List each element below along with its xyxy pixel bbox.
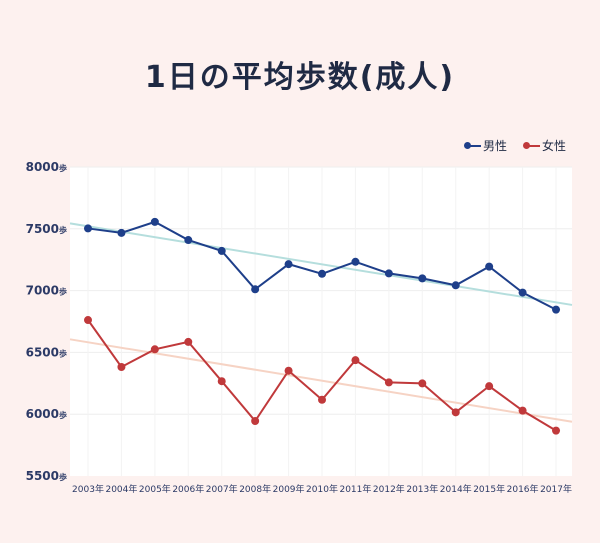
x-axis: 2003年 2004年 2005年 2006年 2007年 2008年 2009年 2010年… [72,483,572,495]
plot-area [70,167,572,476]
data-point [150,217,159,226]
x-tick-label: 2015年 [473,483,505,495]
data-point [117,362,126,371]
data-point [518,288,527,297]
data-point [384,269,393,278]
data-point [384,378,393,387]
x-tick-label: 2016年 [507,483,539,495]
data-point [451,281,460,290]
data-point [117,228,126,237]
x-tick-label: 2006年 [172,483,204,495]
legend-item-male: 男性 [462,137,507,154]
data-point [217,246,226,255]
data-point [84,316,92,325]
data-point [217,377,226,386]
data-point [251,285,260,294]
data-point [418,379,427,388]
legend-item-female: 女性 [521,137,566,154]
x-tick-label: 2008年 [239,483,271,495]
legend-label-male: 男性 [482,139,507,153]
data-point [318,269,327,278]
data-point [318,395,327,404]
y-tick-label: 6000歩 [26,407,67,421]
legend-label-female: 女性 [541,139,566,153]
data-point [485,382,494,391]
data-point [351,356,360,365]
data-point [150,345,159,354]
trend-line [69,222,573,306]
x-tick-label: 2009年 [273,483,305,495]
legend-marker-female [521,141,541,151]
x-tick-label: 2004年 [105,483,137,495]
grid [70,166,572,476]
data-point [351,257,360,266]
y-tick-label: 5500歩 [26,469,67,483]
y-tick-label: 6500歩 [26,345,67,359]
y-axis: 5500歩 6000歩 6500歩 7000歩 7500歩 8000歩 [26,160,67,483]
x-tick-label: 2007年 [206,483,238,495]
data-point [184,337,193,346]
x-tick-label: 2011年 [339,483,371,495]
data-point [451,408,460,417]
data-point [418,274,427,283]
y-tick-label: 7500歩 [26,222,67,236]
legend: 男性 女性 [462,137,566,154]
data-point [552,426,561,435]
x-tick-label: 2003年 [72,483,104,495]
chart-title: 1日の平均歩数(成人) [144,60,456,95]
data-point [251,416,260,425]
legend-marker-male [462,141,482,151]
x-tick-label: 2014年 [440,483,472,495]
data-point [84,224,92,233]
x-tick-label: 2012年 [373,483,405,495]
x-tick-label: 2013年 [406,483,438,495]
data-point [284,260,293,269]
data-point [552,305,561,314]
data-point [284,366,293,375]
y-tick-label: 8000歩 [26,160,67,174]
y-tick-label: 7000歩 [26,284,67,298]
data-point [518,406,527,415]
data-point [485,262,494,271]
series-group [84,217,561,435]
x-tick-label: 2005年 [139,483,171,495]
x-tick-label: 2017年 [540,483,572,495]
x-tick-label: 2010年 [306,483,338,495]
data-point [184,236,193,245]
